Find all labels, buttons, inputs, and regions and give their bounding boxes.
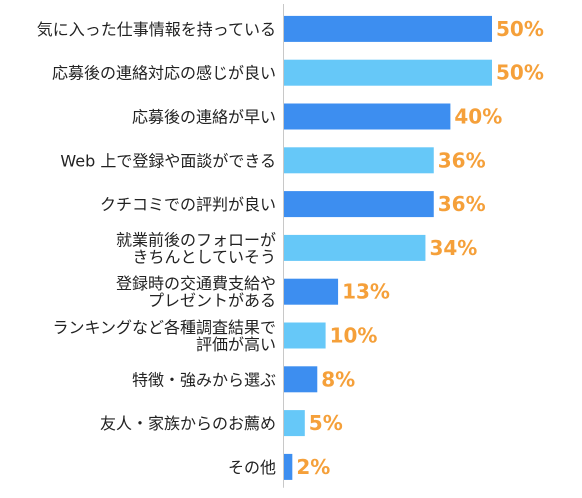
- value-label-10: 5%: [309, 411, 343, 435]
- category-label-10: 友人・家族からのお薦め: [100, 414, 276, 433]
- category-label-3: 応募後の連絡が早い: [132, 108, 276, 127]
- category-label-line: ランキングなど各種調査結果で: [52, 318, 276, 337]
- value-label-4: 36%: [438, 148, 486, 172]
- bar-6: [284, 234, 426, 261]
- value-label-9: 8%: [321, 367, 355, 391]
- category-label-line: 登録時の交通費支給や: [116, 274, 276, 293]
- category-label-line: 気に入った仕事情報を持っている: [37, 20, 276, 39]
- bar-1: [284, 15, 492, 42]
- bar-2: [284, 59, 492, 86]
- category-label-line: きちんとしていそう: [132, 247, 276, 266]
- bar-11: [284, 453, 293, 480]
- value-label-5: 36%: [438, 192, 486, 216]
- category-label-5: クチコミでの評判が良い: [100, 195, 276, 214]
- category-label-8: ランキングなど各種調査結果で評価が高い: [52, 318, 276, 354]
- category-label-line: 評価が高い: [196, 335, 276, 354]
- value-label-2: 50%: [496, 61, 544, 85]
- category-label-11: その他: [228, 458, 276, 477]
- category-label-line: 応募後の連絡が早い: [132, 108, 276, 127]
- value-label-7: 13%: [342, 280, 390, 304]
- value-label-3: 40%: [454, 105, 502, 129]
- bar-5: [284, 191, 434, 218]
- category-label-line: Web 上で登録や面談ができる: [60, 151, 276, 170]
- bar-10: [284, 410, 305, 437]
- bar-4: [284, 147, 434, 174]
- category-label-4: Web 上で登録や面談ができる: [60, 151, 276, 170]
- bar-8: [284, 322, 326, 349]
- value-label-11: 2%: [296, 455, 330, 479]
- category-label-line: プレゼントがある: [148, 291, 276, 310]
- value-label-8: 10%: [330, 324, 378, 348]
- category-label-line: 友人・家族からのお薦め: [100, 414, 276, 433]
- category-label-9: 特徴・強みから選ぶ: [132, 370, 276, 389]
- category-label-7: 登録時の交通費支給やプレゼントがある: [116, 274, 276, 310]
- bar-7: [284, 278, 339, 305]
- category-label-line: クチコミでの評判が良い: [100, 195, 276, 214]
- category-label-line: その他: [228, 458, 276, 477]
- category-label-line: 特徴・強みから選ぶ: [132, 370, 276, 389]
- bar-9: [284, 366, 318, 393]
- value-label-1: 50%: [496, 17, 544, 41]
- category-label-6: 就業前後のフォローがきちんとしていそう: [116, 230, 276, 266]
- category-label-line: 就業前後のフォローが: [116, 230, 276, 249]
- category-label-line: 応募後の連絡対応の感じが良い: [52, 64, 276, 83]
- category-label-1: 気に入った仕事情報を持っている: [37, 20, 276, 39]
- bar-3: [284, 103, 451, 130]
- value-label-6: 34%: [429, 236, 477, 260]
- category-label-2: 応募後の連絡対応の感じが良い: [52, 64, 276, 83]
